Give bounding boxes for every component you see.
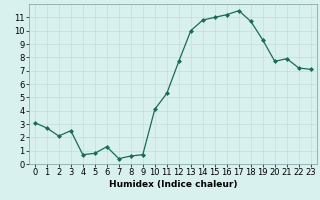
X-axis label: Humidex (Indice chaleur): Humidex (Indice chaleur)	[108, 180, 237, 189]
